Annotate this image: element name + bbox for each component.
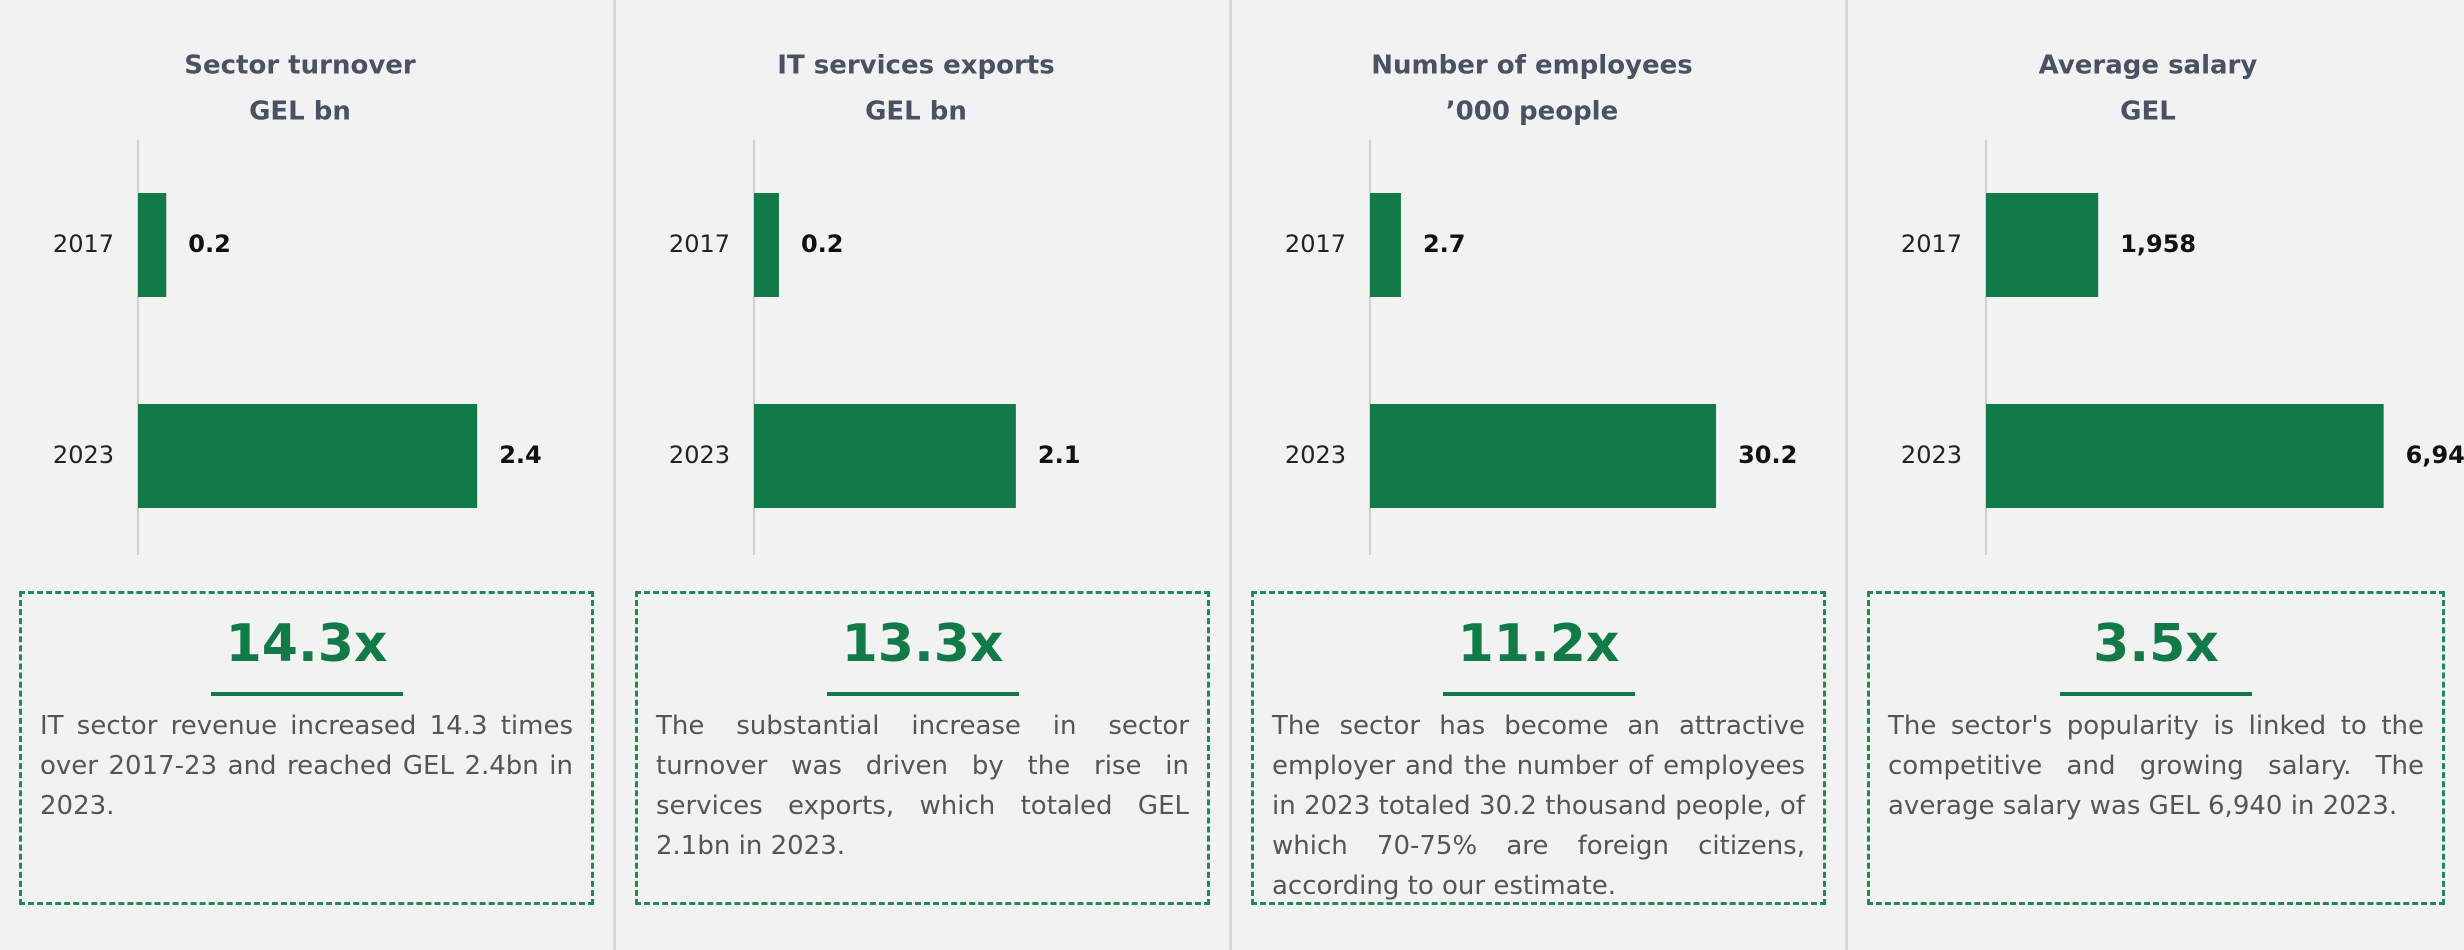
chart-subtitle: GEL bn [865, 97, 967, 127]
chart: Average salary GEL 2017 1,958 2023 6,940 [1901, 51, 2464, 555]
category-label: 2017 [1901, 230, 1962, 258]
headline-underline [2060, 692, 2252, 696]
category-label: 2023 [53, 441, 114, 469]
callout-headline: 13.3x [841, 614, 1004, 674]
callout-headline: 3.5x [2093, 614, 2219, 674]
headline-underline [1442, 692, 1635, 696]
callout-box: 14.3x IT sector revenue increased 14.3 ti… [19, 591, 594, 905]
callout-box: 11.2x The sector has become an attractive… [1251, 591, 1826, 905]
callout-box: 3.5x The sector's popularity is linked to… [1867, 591, 2445, 905]
bar [754, 193, 779, 297]
chart: Number of employees ’000 people 2017 2.7 202… [1285, 51, 1797, 555]
chart-panel: IT services exports GEL bn 2017 0.2 2023 2.1 1… [616, 0, 1229, 950]
chart-title: Number of employees [1371, 51, 1693, 81]
bar [1370, 404, 1717, 508]
value-label: 6,940 [2406, 441, 2464, 469]
panel-separator [1229, 0, 1233, 950]
value-label: 2.1 [1038, 441, 1081, 469]
callout-text: The sector has become an attractive empl… [1272, 711, 1805, 901]
category-label: 2017 [669, 230, 730, 258]
bar [1370, 193, 1401, 297]
chart-title: Sector turnover [184, 51, 416, 81]
value-label: 2.7 [1423, 230, 1466, 258]
chart-title: Average salary [2039, 51, 2258, 81]
callout-text: The substantial increase in sector turno… [656, 711, 1189, 861]
headline-underline [210, 692, 403, 696]
chart-panel: Average salary GEL 2017 1,958 2023 6,940 3.5x T… [1848, 0, 2464, 950]
bar [754, 404, 1016, 508]
value-label: 0.2 [801, 230, 844, 258]
chart-subtitle: GEL [2120, 97, 2176, 127]
value-label: 2.4 [499, 441, 542, 469]
chart-panel: Number of employees ’000 people 2017 2.7 202… [1232, 0, 1845, 950]
chart: IT services exports GEL bn 2017 0.2 2023 2.1 [669, 51, 1081, 555]
chart-title: IT services exports [777, 51, 1054, 81]
category-label: 2023 [669, 441, 730, 469]
bar [138, 404, 478, 508]
category-label: 2023 [1901, 441, 1962, 469]
chart-panel: Sector turnover GEL bn 2017 0.2 2023 2.4 14.3x… [0, 0, 613, 950]
panel-separator [1845, 0, 1849, 950]
headline-underline [826, 692, 1019, 696]
value-label: 0.2 [188, 230, 231, 258]
category-label: 2017 [53, 230, 114, 258]
value-label: 1,958 [2120, 230, 2196, 258]
category-label: 2023 [1285, 441, 1346, 469]
callout-headline: 11.2x [1457, 614, 1620, 674]
callout-text: IT sector revenue increased 14.3 times o… [40, 711, 573, 821]
callout-text: The sector's popularity is linked to the… [1888, 711, 2424, 821]
chart: Sector turnover GEL bn 2017 0.2 2023 2.4 [53, 51, 542, 555]
bar [1986, 193, 2099, 297]
category-label: 2017 [1285, 230, 1346, 258]
callout-headline: 14.3x [225, 614, 388, 674]
panel-separator [613, 0, 617, 950]
callout-box: 13.3x The substantial increase in sector … [635, 591, 1210, 905]
chart-subtitle: ’000 people [1446, 97, 1618, 127]
bar [1986, 404, 2384, 508]
chart-subtitle: GEL bn [249, 97, 351, 127]
value-label: 30.2 [1738, 441, 1797, 469]
bar [138, 193, 167, 297]
